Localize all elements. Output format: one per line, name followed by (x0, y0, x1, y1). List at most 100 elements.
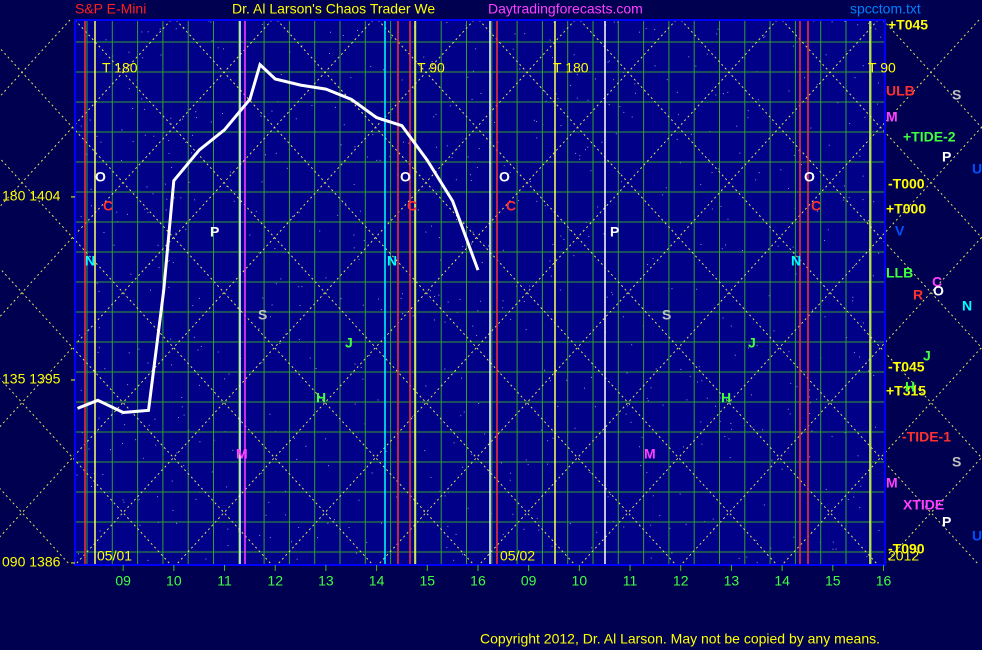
star (226, 486, 228, 488)
star (553, 21, 555, 23)
star (128, 352, 130, 354)
star (298, 286, 300, 288)
star (676, 91, 678, 93)
star (342, 34, 344, 36)
diagonal (377, 19, 879, 566)
star (319, 230, 321, 232)
copyright: Copyright 2012, Dr. Al Larson. May not b… (480, 631, 880, 647)
planet-label: C (932, 274, 942, 290)
star (147, 362, 149, 364)
star (293, 437, 295, 439)
level-label: ULB (886, 83, 915, 99)
star (503, 165, 505, 167)
diagonal (276, 19, 778, 566)
star (353, 247, 355, 249)
star (298, 339, 300, 341)
star (186, 160, 188, 162)
star (76, 474, 78, 476)
star (546, 463, 548, 465)
star (371, 472, 373, 474)
star (480, 92, 482, 94)
marker: O (804, 169, 815, 185)
marker: S (662, 307, 671, 323)
star (711, 172, 713, 174)
level-label: XTIDE (903, 497, 944, 513)
star (798, 150, 800, 152)
star (325, 438, 327, 440)
star (172, 509, 174, 511)
star (284, 514, 286, 516)
star (849, 123, 851, 125)
star (210, 121, 212, 123)
star (566, 379, 568, 381)
star (662, 404, 664, 406)
star (800, 164, 802, 166)
star (439, 237, 441, 239)
star (138, 348, 140, 350)
star (424, 450, 426, 452)
star (857, 24, 859, 26)
star (160, 54, 162, 56)
star (680, 368, 682, 370)
star (171, 480, 173, 482)
star (695, 65, 697, 67)
star (271, 110, 273, 112)
star (109, 449, 111, 451)
diagonal (0, 157, 374, 566)
star (379, 159, 381, 161)
star (356, 29, 358, 31)
star (198, 384, 200, 386)
star (816, 210, 818, 212)
star (197, 349, 199, 351)
star (167, 261, 169, 263)
star (354, 146, 356, 148)
star (412, 315, 414, 317)
star (650, 524, 652, 526)
year: 2012 (888, 548, 919, 564)
star (467, 76, 469, 78)
star (835, 548, 837, 550)
star (296, 458, 298, 460)
star (431, 225, 433, 227)
star (401, 79, 403, 81)
star (358, 258, 360, 260)
star (366, 156, 368, 158)
marker: C (407, 198, 417, 214)
star (477, 310, 479, 312)
star (696, 381, 698, 383)
star (382, 69, 384, 71)
star (144, 208, 146, 210)
marker: M (644, 446, 656, 462)
star (446, 145, 448, 147)
star (639, 31, 641, 33)
x-tick-label: 15 (419, 573, 435, 589)
star (718, 168, 720, 170)
star (402, 313, 404, 315)
star (97, 351, 99, 353)
star (126, 213, 128, 215)
star (372, 134, 374, 136)
star (444, 495, 446, 497)
star (545, 100, 547, 102)
star (832, 541, 834, 543)
cycle-label: T 180 (553, 60, 589, 76)
star (447, 301, 449, 303)
star (725, 244, 727, 246)
star (98, 417, 100, 419)
star (569, 523, 571, 525)
star (527, 464, 529, 466)
star (536, 137, 538, 139)
star (591, 547, 593, 549)
star (707, 159, 709, 161)
star (500, 462, 502, 464)
star (523, 528, 525, 530)
star (377, 399, 379, 401)
plot-area (75, 20, 885, 565)
star (423, 511, 425, 513)
star (560, 235, 562, 237)
star (258, 328, 260, 330)
star (183, 414, 185, 416)
star (411, 416, 413, 418)
star (706, 397, 708, 399)
star (78, 553, 80, 555)
